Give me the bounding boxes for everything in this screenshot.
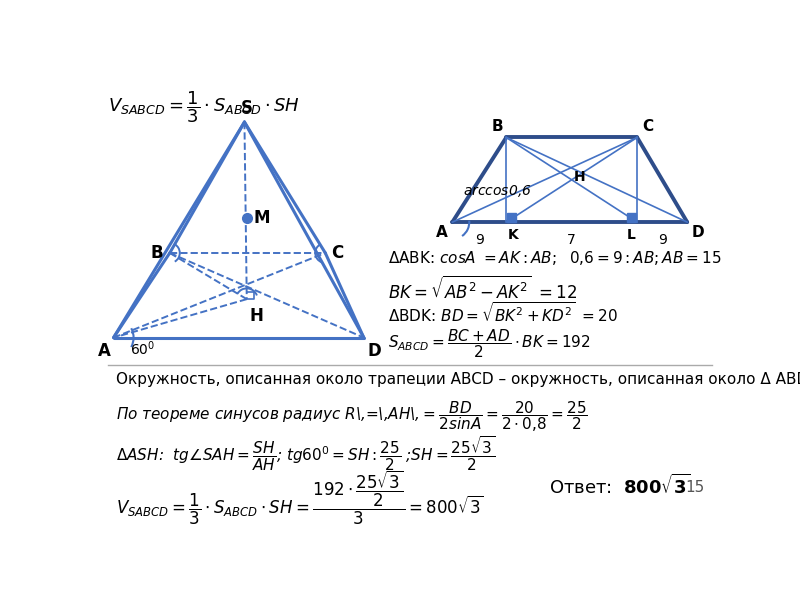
Text: S: S <box>241 100 253 118</box>
Text: $arccos$0,6: $arccos$0,6 <box>463 183 532 199</box>
Text: 7: 7 <box>567 233 576 247</box>
Text: Ответ:  $\mathbf{800\sqrt{3}}$: Ответ: $\mathbf{800\sqrt{3}}$ <box>549 474 690 498</box>
Text: C: C <box>642 119 653 134</box>
Text: H: H <box>249 307 263 325</box>
Text: $\Delta$ABK: $\mathit{cosA}$ $=\mathit{AK:AB;}$  $0{,}6 = 9{:}AB; AB = 15$: $\Delta$ABK: $\mathit{cosA}$ $=\mathit{A… <box>389 249 722 267</box>
Text: A: A <box>436 225 448 240</box>
Text: По теореме синусов радиус R\,=\,AH\,$= \dfrac{BD}{2sinA} = \dfrac{20}{2 \cdot 0{: По теореме синусов радиус R\,=\,AH\,$= \… <box>116 399 588 434</box>
Text: 15: 15 <box>685 480 704 495</box>
Text: 9: 9 <box>475 233 484 247</box>
Text: A: A <box>98 342 110 360</box>
Text: $\mathit{S_{ABCD}} = \dfrac{\mathit{BC + AD}}{2} \cdot \mathit{BK} = 192$: $\mathit{S_{ABCD}} = \dfrac{\mathit{BC +… <box>389 328 590 361</box>
Text: $\mathit{BK} = \sqrt{\mathit{AB}^2 - \mathit{AK}^2}\ = 12$: $\mathit{BK} = \sqrt{\mathit{AB}^2 - \ma… <box>389 275 578 302</box>
Text: L: L <box>626 229 636 242</box>
Text: 9: 9 <box>658 233 666 247</box>
Bar <box>627 213 636 222</box>
Text: $\Delta$BDK: $\mathit{BD} = \sqrt{\mathit{BK}^2 + \mathit{KD}^2}\ = 20$: $\Delta$BDK: $\mathit{BD} = \sqrt{\mathi… <box>389 301 618 325</box>
Text: M: M <box>254 209 270 227</box>
Text: K: K <box>508 229 518 242</box>
Text: $V_{SABCD} = \dfrac{1}{3} \cdot S_{ABCD} \cdot SH = \dfrac{192 \cdot \dfrac{25\s: $V_{SABCD} = \dfrac{1}{3} \cdot S_{ABCD}… <box>116 469 484 527</box>
Text: D: D <box>368 342 382 360</box>
Text: $\Delta$ASH:  $\mathit{tg\angle SAH} = \dfrac{SH}{AH}$; $\mathit{tg60^0} = SH{:}: $\Delta$ASH: $\mathit{tg\angle SAH} = \d… <box>116 434 495 473</box>
Text: $V_{SABCD} = \dfrac{1}{3} \cdot S_{ABCD} \cdot SH$: $V_{SABCD} = \dfrac{1}{3} \cdot S_{ABCD}… <box>108 89 300 125</box>
Text: B: B <box>491 119 503 134</box>
Text: $60^0$: $60^0$ <box>130 339 156 358</box>
Text: B: B <box>151 244 163 262</box>
Text: C: C <box>331 244 344 262</box>
Text: H: H <box>574 170 586 184</box>
Text: D: D <box>692 225 705 240</box>
Text: Окружность, описанная около трапеции ABCD – окружность, описанная около Δ ABD: Окружность, описанная около трапеции ABC… <box>116 372 800 388</box>
Bar <box>507 213 516 222</box>
